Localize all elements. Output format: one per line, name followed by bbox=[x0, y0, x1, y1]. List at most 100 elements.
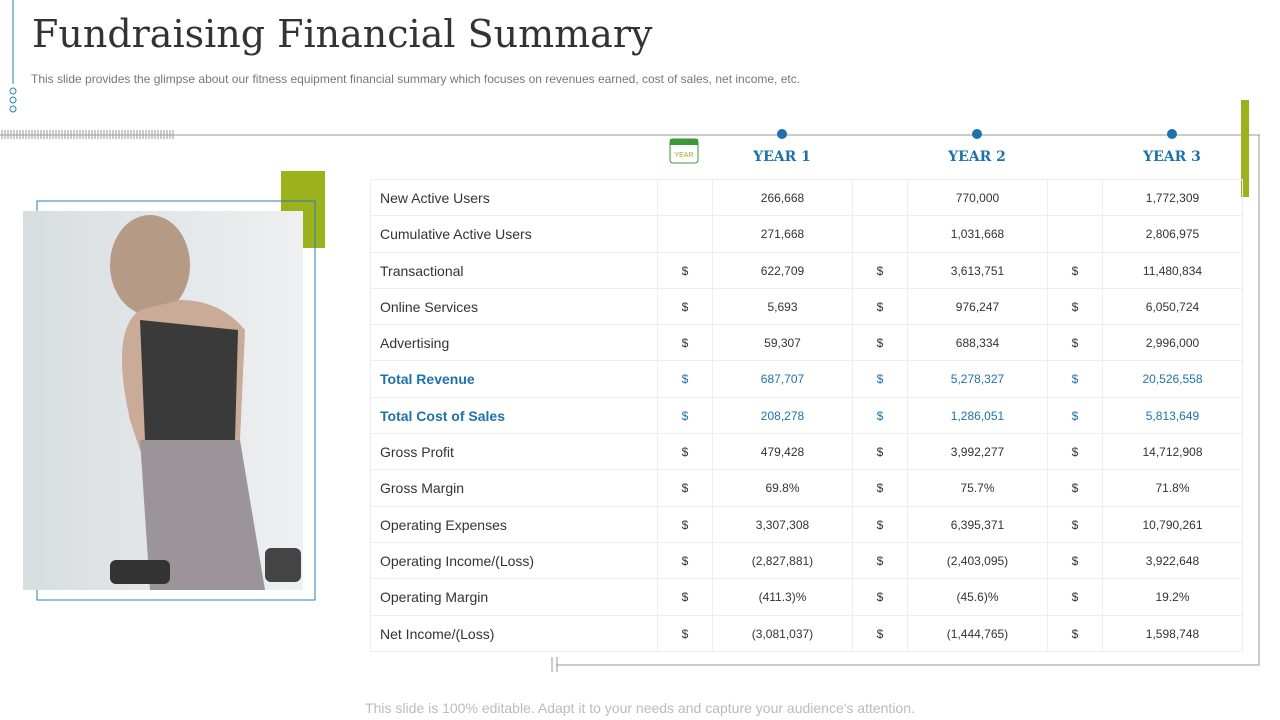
value: 976,247 bbox=[908, 288, 1048, 326]
value: 69.8% bbox=[713, 470, 853, 507]
value: 75.7% bbox=[908, 470, 1048, 507]
value: 6,050,724 bbox=[1103, 288, 1243, 326]
table-row: Gross Profit $479,428 $3,992,277 $14,712,90… bbox=[371, 434, 1243, 471]
value: 5,693 bbox=[713, 288, 853, 326]
currency: $ bbox=[1048, 579, 1103, 616]
table-row: Operating Income/(Loss) $ (2,827,881) $ (2,4… bbox=[371, 542, 1243, 580]
footer: This slide is 100% editable. Adapt it to… bbox=[365, 700, 915, 716]
row-label: Gross Profit bbox=[371, 434, 658, 471]
table-row: Total Revenue $687,707 $5,278,327 $20,526,5… bbox=[371, 361, 1243, 398]
value: 2,806,975 bbox=[1103, 216, 1243, 253]
value: 266,668 bbox=[713, 180, 853, 217]
currency: $ bbox=[658, 434, 713, 471]
value: 10,790,261 bbox=[1103, 506, 1243, 543]
value: 1,031,668 bbox=[908, 216, 1048, 253]
value: 14,712,908 bbox=[1103, 434, 1243, 471]
currency: $ bbox=[853, 434, 908, 471]
table-row: Operating Expenses $3,307,308 $6,395,371 $1… bbox=[371, 506, 1243, 543]
value: 6,395,371 bbox=[908, 506, 1048, 543]
currency: $ bbox=[1048, 361, 1103, 398]
row-label: Transactional bbox=[371, 252, 658, 289]
value: 3,992,277 bbox=[908, 434, 1048, 471]
accent bbox=[1241, 100, 1249, 197]
currency: $ bbox=[1048, 325, 1103, 362]
column-header: YEAR 2 bbox=[948, 149, 1006, 165]
subtitle: This slide provides the glimpse about ou… bbox=[31, 72, 801, 86]
value: 3,922,648 bbox=[1103, 542, 1243, 580]
value: 622,709 bbox=[713, 252, 853, 289]
row-label: Cumulative Active Users bbox=[371, 216, 658, 253]
currency: $ bbox=[658, 470, 713, 507]
currency bbox=[658, 180, 713, 217]
value: 1,772,309 bbox=[1103, 180, 1243, 217]
row-label: Total Cost of Sales bbox=[371, 397, 658, 435]
row-label: Operating Expenses bbox=[371, 506, 658, 543]
currency: $ bbox=[853, 542, 908, 580]
currency: $ bbox=[658, 397, 713, 435]
table-row: Cumulative Active Users 271,668 1,031,668 2… bbox=[371, 216, 1243, 253]
currency: $ bbox=[853, 288, 908, 326]
currency bbox=[1048, 216, 1103, 253]
column-header: YEAR 1 bbox=[753, 149, 811, 165]
currency: $ bbox=[1048, 252, 1103, 289]
row-label: Total Revenue bbox=[371, 361, 658, 398]
row-label: Advertising bbox=[371, 325, 658, 362]
currency: $ bbox=[658, 542, 713, 580]
currency: $ bbox=[853, 325, 908, 362]
currency: $ bbox=[658, 579, 713, 616]
value: 479,428 bbox=[713, 434, 853, 471]
currency: $ bbox=[1048, 288, 1103, 326]
currency: $ bbox=[853, 470, 908, 507]
value: 3,613,751 bbox=[908, 252, 1048, 289]
row-label: Net Income/(Loss) bbox=[371, 615, 658, 652]
value: 19.2% bbox=[1103, 579, 1243, 616]
row-label: Gross Margin bbox=[371, 470, 658, 507]
currency: $ bbox=[853, 615, 908, 652]
value: 5,278,327 bbox=[908, 361, 1048, 398]
value: 687,707 bbox=[713, 361, 853, 398]
value: 11,480,834 bbox=[1103, 252, 1243, 289]
currency: $ bbox=[853, 361, 908, 398]
table-row: Net Income/(Loss) $ (3,081,037) $ (1,444,765… bbox=[371, 615, 1243, 652]
value: 71.8% bbox=[1103, 470, 1243, 507]
row-label: Operating Income/(Loss) bbox=[371, 542, 658, 580]
value: (45.6)% bbox=[908, 579, 1048, 616]
icon-label: YEAR bbox=[674, 152, 693, 159]
value: 2,996,000 bbox=[1103, 325, 1243, 362]
table-row: Total Cost of Sales $208,278 $1,286,051 $5,… bbox=[371, 397, 1243, 435]
currency: $ bbox=[1048, 615, 1103, 652]
currency bbox=[658, 216, 713, 253]
currency bbox=[853, 216, 908, 253]
currency: $ bbox=[1048, 542, 1103, 580]
value: 3,307,308 bbox=[713, 506, 853, 543]
currency: $ bbox=[1048, 506, 1103, 543]
value: 208,278 bbox=[713, 397, 853, 435]
table-row: Transactional $622,709 $3,613,751 $11,480,8… bbox=[371, 252, 1243, 289]
currency: $ bbox=[658, 361, 713, 398]
frame bbox=[556, 135, 1260, 666]
table-row: Operating Margin $ (411.3)% $ (45.6)% $19.2% bbox=[371, 579, 1243, 616]
currency bbox=[1048, 180, 1103, 217]
currency: $ bbox=[658, 288, 713, 326]
row-label: Operating Margin bbox=[371, 579, 658, 616]
value: (2,403,095) bbox=[908, 542, 1048, 580]
value: (3,081,037) bbox=[713, 615, 853, 652]
currency: $ bbox=[1048, 397, 1103, 435]
currency bbox=[853, 180, 908, 217]
row-label: New Active Users bbox=[371, 180, 658, 217]
table-row: New Active Users 266,668 770,000 1,772,309 bbox=[371, 180, 1243, 217]
value: 271,668 bbox=[713, 216, 853, 253]
value: (1,444,765) bbox=[908, 615, 1048, 652]
value: 1,286,051 bbox=[908, 397, 1048, 435]
table: New Active Users 266,668 770,000 1,772,309 C… bbox=[370, 179, 1243, 652]
value: (411.3)% bbox=[713, 579, 853, 616]
value: (2,827,881) bbox=[713, 542, 853, 580]
table-row: Advertising $59,307 $688,334 $2,996,000 bbox=[371, 325, 1243, 362]
hatch bbox=[1, 130, 174, 139]
currency: $ bbox=[658, 615, 713, 652]
value: 1,598,748 bbox=[1103, 615, 1243, 652]
value: 688,334 bbox=[908, 325, 1048, 362]
value: 59,307 bbox=[713, 325, 853, 362]
